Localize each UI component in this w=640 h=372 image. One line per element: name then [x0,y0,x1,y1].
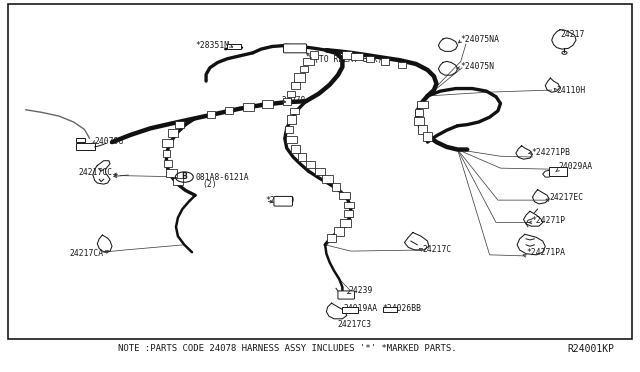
Text: 081A8-6121A: 081A8-6121A [195,173,249,182]
Bar [383,307,397,312]
Text: *24075N: *24075N [461,62,495,71]
Text: 24239: 24239 [349,286,373,295]
Text: NOTE :PARTS CODE 24078 HARNESS ASSY INCLUDES '*' *MARKED PARTS.: NOTE :PARTS CODE 24078 HARNESS ASSY INCL… [118,344,457,353]
Text: 24019AA: 24019AA [343,304,377,312]
Text: 24078: 24078 [282,96,306,105]
Bar [303,57,314,65]
Text: R24001KP: R24001KP [568,344,614,354]
Bar [413,117,425,125]
Text: (TO RELAY BOX): (TO RELAY BOX) [314,55,382,64]
FancyBboxPatch shape [284,44,307,53]
Text: *24271PB: *24271PB [531,148,570,157]
Text: 24217: 24217 [560,30,584,39]
Bar [307,161,314,168]
Bar [173,178,182,185]
Bar [414,109,424,116]
Bar [244,104,252,110]
Text: 24217C: 24217C [422,245,452,254]
Bar [227,44,241,49]
Bar [298,65,310,72]
Bar [310,51,317,59]
Bar [166,169,177,177]
Bar [335,228,344,234]
Bar [353,52,361,61]
Bar [284,125,294,134]
Bar [397,61,406,69]
Bar [291,145,301,153]
Text: 24029AA: 24029AA [558,162,592,171]
Bar [549,167,567,176]
Text: B: B [182,172,187,181]
Bar [162,160,173,168]
FancyBboxPatch shape [338,291,355,299]
Bar [327,235,336,241]
Bar [298,154,307,160]
Bar [381,57,390,65]
Bar [341,52,353,58]
Bar [224,106,234,115]
Text: *24075NA: *24075NA [461,35,500,44]
Text: (2): (2) [202,180,217,189]
Text: *24271PA: *24271PA [526,248,565,257]
Text: 24217C3: 24217C3 [337,320,371,329]
FancyBboxPatch shape [274,196,292,206]
Text: *28351M: *28351M [195,41,229,50]
Bar [76,138,85,142]
Bar [341,220,350,227]
Bar [294,74,305,81]
Bar [163,139,173,148]
Text: *24026BB: *24026BB [383,304,422,312]
Bar [419,125,426,134]
Bar [287,135,296,144]
Text: *24360: *24360 [266,196,295,205]
Bar [285,117,297,123]
Bar [263,101,272,108]
Bar [291,108,298,114]
Text: 24079G: 24079G [95,137,124,146]
Bar [344,210,354,218]
Bar [163,149,170,158]
Bar [167,130,179,137]
Bar [76,143,95,150]
Bar [287,90,295,98]
Bar [366,56,374,62]
Bar [315,168,325,176]
Bar [342,307,358,313]
Bar [422,134,433,140]
Bar [323,176,332,183]
Bar [282,98,292,105]
Text: 24217EC: 24217EC [549,193,583,202]
Bar [340,192,349,199]
Text: *24271P: *24271P [531,216,565,225]
Bar [207,111,216,118]
Text: 24217CA: 24217CA [69,249,103,258]
Bar [175,121,183,128]
Bar [290,82,301,89]
Bar [344,201,353,208]
Bar [332,183,340,191]
Text: 24110H: 24110H [557,86,586,94]
Text: 24217CC: 24217CC [78,169,112,177]
Bar [418,100,427,108]
